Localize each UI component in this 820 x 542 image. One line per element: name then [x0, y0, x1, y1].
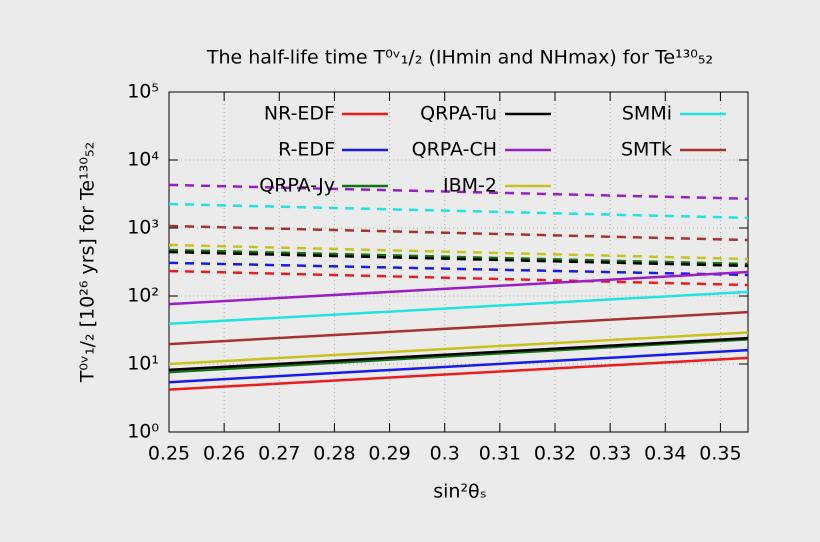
nhmax-line	[168, 243, 749, 261]
y-tick-label: 10⁰	[127, 421, 159, 443]
ihmin-line	[168, 348, 749, 384]
legend-label: R-EDF	[278, 139, 335, 161]
x-tick-label: 0.34	[644, 443, 686, 465]
nhmax-line	[168, 269, 749, 287]
chart-title: The half-life time T⁰ᵛ₁/₂ (IHmin and NHm…	[206, 47, 713, 69]
x-tick-label: 0.29	[368, 443, 410, 465]
x-tick-label: 0.31	[479, 443, 521, 465]
x-tick-label: 0.26	[203, 443, 245, 465]
ihmin-line	[168, 336, 749, 372]
plot-frame	[168, 91, 749, 433]
y-axis-label: T⁰ᵛ₁/₂ [10²⁶ yrs] for Te¹³⁰₅₂	[77, 142, 99, 383]
legend-label: NR-EDF	[264, 103, 335, 125]
nhmax-line	[168, 224, 749, 242]
x-tick-label: 0.28	[313, 443, 355, 465]
ihmin-line	[168, 270, 749, 306]
legend-label: IBM-2	[443, 175, 497, 197]
legend-label: QRPA-CH	[412, 139, 497, 161]
y-tick-label: 10⁵	[127, 81, 159, 103]
y-tick-label: 10¹	[127, 353, 159, 375]
legend-label: SMTk	[621, 139, 672, 161]
nhmax-line	[168, 261, 749, 277]
x-tick-label: 0.32	[534, 443, 576, 465]
nhmax-line	[168, 248, 749, 266]
legend-label: SMMi	[622, 103, 672, 125]
nhmax-line	[168, 202, 749, 220]
legend-label: QRPA-Tu	[420, 103, 497, 125]
ihmin-line	[168, 356, 749, 391]
y-tick-label: 10³	[127, 217, 159, 239]
x-tick-label: 0.27	[258, 443, 300, 465]
y-tick-label: 10⁴	[127, 149, 159, 171]
x-tick-label: 0.35	[699, 443, 741, 465]
ihmin-line	[168, 310, 749, 346]
ihmin-line	[168, 331, 749, 366]
x-axis-label: sin²θₛ	[433, 481, 487, 503]
nhmax-line	[168, 183, 749, 201]
nhmax-line	[168, 250, 749, 268]
ihmin-line	[168, 290, 749, 326]
x-tick-label: 0.25	[148, 443, 190, 465]
ihmin-line	[168, 338, 749, 374]
y-tick-label: 10²	[127, 285, 159, 307]
legend-label: QRPA-Jy	[259, 175, 335, 197]
x-tick-label: 0.3	[430, 443, 460, 465]
x-tick-label: 0.33	[589, 443, 631, 465]
